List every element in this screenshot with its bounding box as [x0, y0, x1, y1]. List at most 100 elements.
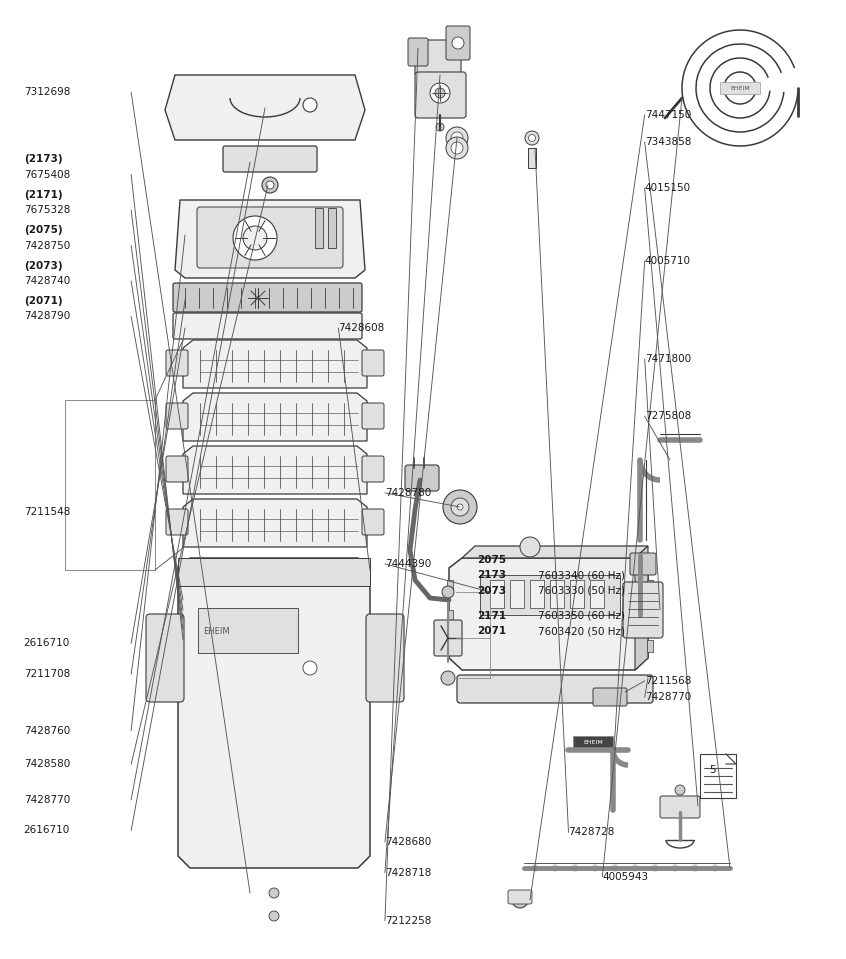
Bar	[315, 208, 323, 248]
Circle shape	[457, 504, 463, 510]
Text: 7603420 (50 Hz): 7603420 (50 Hz)	[538, 626, 625, 636]
Text: 7603340 (60 Hz): 7603340 (60 Hz)	[538, 571, 625, 580]
Bar	[447, 580, 453, 592]
FancyBboxPatch shape	[405, 465, 439, 491]
Circle shape	[266, 181, 274, 189]
Text: 2075: 2075	[477, 555, 506, 565]
Polygon shape	[462, 546, 648, 558]
FancyBboxPatch shape	[166, 509, 188, 535]
Bar	[720, 82, 760, 94]
Polygon shape	[183, 393, 367, 441]
Circle shape	[632, 865, 638, 871]
Polygon shape	[183, 446, 367, 494]
Text: 4015150: 4015150	[645, 183, 691, 193]
Text: 7428770: 7428770	[24, 795, 70, 805]
Circle shape	[233, 216, 277, 260]
Text: 7211708: 7211708	[24, 669, 70, 679]
Text: 2173: 2173	[477, 571, 506, 580]
Circle shape	[269, 911, 279, 921]
Text: EHEIM: EHEIM	[730, 85, 750, 90]
Text: EHEIM: EHEIM	[203, 626, 229, 636]
Circle shape	[452, 37, 464, 49]
Circle shape	[446, 127, 468, 149]
Text: 4005710: 4005710	[645, 256, 690, 266]
FancyBboxPatch shape	[166, 456, 188, 482]
FancyBboxPatch shape	[434, 620, 462, 656]
Text: 7428760: 7428760	[24, 726, 70, 736]
Circle shape	[529, 134, 536, 142]
FancyBboxPatch shape	[223, 146, 317, 172]
Text: (2173): (2173)	[24, 154, 63, 164]
FancyBboxPatch shape	[197, 207, 343, 268]
FancyBboxPatch shape	[508, 890, 532, 904]
Text: 7428770: 7428770	[645, 692, 691, 702]
Circle shape	[442, 586, 454, 598]
Text: 7428608: 7428608	[338, 323, 385, 333]
Bar	[65, 400, 155, 570]
Text: 7444390: 7444390	[385, 559, 431, 569]
Text: 7603330 (50 Hz): 7603330 (50 Hz)	[538, 586, 625, 596]
Text: 4005943: 4005943	[602, 872, 649, 881]
Text: 7428790: 7428790	[24, 312, 70, 321]
Text: 7447150: 7447150	[645, 110, 691, 120]
Circle shape	[443, 490, 477, 524]
Text: 7343858: 7343858	[645, 137, 691, 147]
FancyBboxPatch shape	[630, 553, 656, 575]
FancyBboxPatch shape	[660, 796, 700, 818]
Polygon shape	[449, 558, 648, 670]
Text: 7211568: 7211568	[645, 676, 691, 686]
Text: 7428728: 7428728	[569, 828, 615, 837]
Polygon shape	[183, 499, 367, 547]
Text: 7428780: 7428780	[385, 488, 431, 498]
FancyBboxPatch shape	[415, 72, 466, 118]
Bar	[178, 558, 370, 586]
Circle shape	[269, 888, 279, 898]
Circle shape	[436, 123, 444, 131]
Bar	[510, 580, 524, 608]
FancyBboxPatch shape	[362, 456, 384, 482]
Text: EHEIM: EHEIM	[583, 740, 603, 745]
Text: 7275808: 7275808	[645, 411, 691, 421]
Circle shape	[572, 865, 578, 871]
Text: 7312698: 7312698	[24, 87, 70, 97]
Polygon shape	[175, 200, 365, 278]
Circle shape	[552, 865, 558, 871]
Text: 2616710: 2616710	[24, 826, 70, 835]
Circle shape	[532, 865, 538, 871]
Circle shape	[451, 498, 469, 516]
Circle shape	[612, 865, 618, 871]
Bar	[647, 640, 653, 652]
Bar	[570, 580, 584, 608]
FancyBboxPatch shape	[362, 403, 384, 429]
Text: 7675328: 7675328	[24, 205, 70, 215]
FancyBboxPatch shape	[408, 38, 428, 66]
FancyBboxPatch shape	[173, 283, 362, 312]
FancyBboxPatch shape	[593, 688, 627, 706]
Text: 2171: 2171	[477, 611, 506, 620]
Bar	[573, 736, 613, 750]
Text: 2073: 2073	[477, 586, 506, 596]
Circle shape	[520, 537, 540, 557]
Polygon shape	[165, 75, 365, 140]
Bar	[647, 610, 653, 622]
Circle shape	[672, 865, 678, 871]
FancyBboxPatch shape	[415, 40, 461, 76]
Circle shape	[303, 661, 317, 675]
Circle shape	[243, 226, 267, 250]
Text: 7603350 (60 Hz): 7603350 (60 Hz)	[538, 611, 625, 620]
FancyBboxPatch shape	[166, 403, 188, 429]
Text: 7211548: 7211548	[24, 507, 70, 517]
Text: (2071): (2071)	[24, 296, 63, 306]
Polygon shape	[178, 558, 370, 868]
Polygon shape	[183, 340, 367, 388]
Text: 7428680: 7428680	[385, 837, 431, 847]
Text: (2073): (2073)	[24, 261, 63, 270]
Text: 7428718: 7428718	[385, 868, 431, 877]
Bar	[447, 610, 453, 622]
FancyBboxPatch shape	[146, 614, 184, 702]
FancyBboxPatch shape	[362, 509, 384, 535]
Bar	[590, 580, 604, 608]
Bar	[480, 575, 620, 615]
Circle shape	[592, 865, 598, 871]
Bar	[447, 640, 453, 652]
